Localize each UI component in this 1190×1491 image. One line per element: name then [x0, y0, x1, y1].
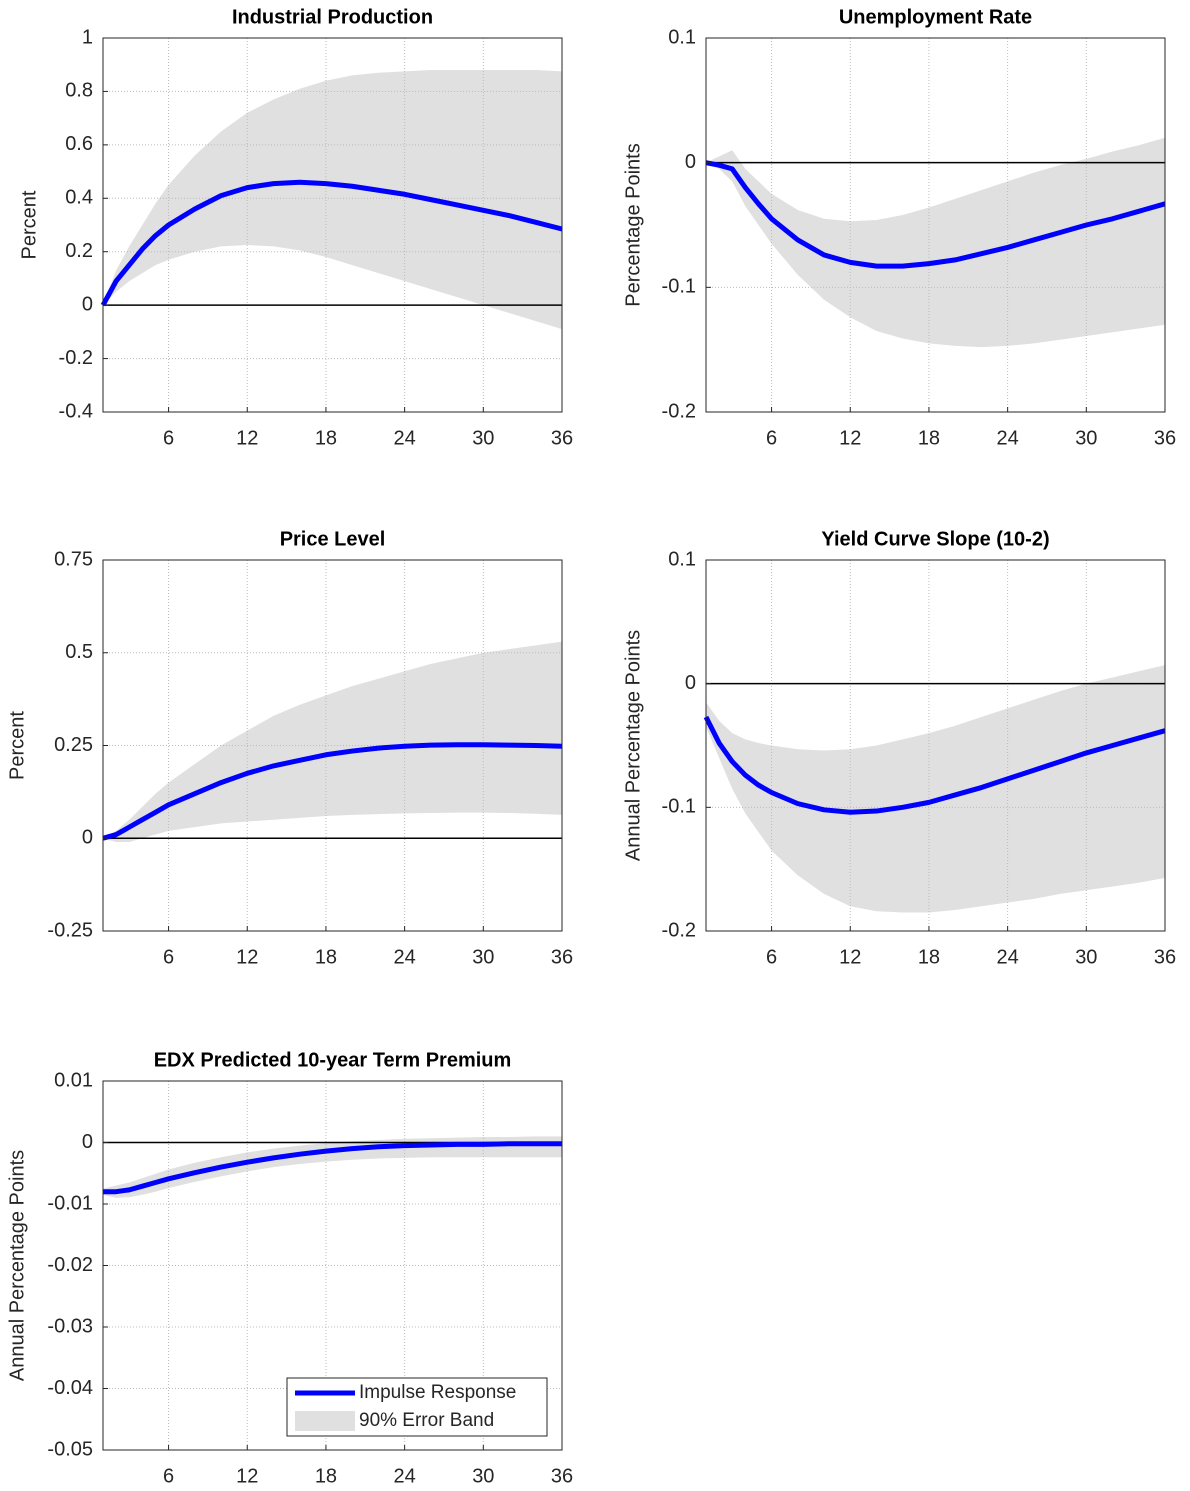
impulse-response-line — [103, 1141, 562, 1195]
chart-title: Price Level — [280, 528, 386, 550]
x-tick-label: 12 — [839, 946, 861, 968]
error-band — [103, 70, 562, 330]
impulse-response-line — [703, 715, 1166, 815]
x-tick-label: 18 — [918, 427, 940, 449]
x-tick-label: 24 — [997, 427, 1019, 449]
x-tick-label: 6 — [163, 427, 174, 449]
x-tick-label: 24 — [394, 1465, 416, 1487]
x-tick-label: 30 — [1075, 427, 1097, 449]
impulse-response-line — [705, 160, 1166, 269]
error-band — [103, 1136, 562, 1198]
y-tick-label: -0.1 — [662, 276, 696, 298]
chart-title: Industrial Production — [232, 6, 433, 28]
x-tick-label: 30 — [472, 427, 494, 449]
x-tick-label: 6 — [766, 946, 777, 968]
x-tick-label: 36 — [551, 1465, 573, 1487]
x-tick-label: 30 — [1075, 946, 1097, 968]
y-tick-label: -0.4 — [59, 400, 93, 422]
axes-frame — [102, 37, 563, 413]
legend-label: 90% Error Band — [359, 1410, 494, 1431]
x-tick-label: 24 — [394, 946, 416, 968]
x-tick-label: 12 — [839, 427, 861, 449]
y-tick-label: 0.1 — [668, 548, 696, 570]
x-tick-label: 24 — [997, 946, 1019, 968]
axes-frame — [705, 37, 1166, 413]
error-band — [706, 665, 1165, 913]
x-tick-label: 6 — [163, 1465, 174, 1487]
y-tick-label: -0.02 — [47, 1254, 93, 1276]
impulse-response-line — [100, 179, 563, 307]
y-axis-label: Annual Percentage Points — [622, 630, 644, 861]
x-tick-label: 12 — [236, 1465, 258, 1487]
y-tick-label: 0 — [82, 1131, 93, 1153]
x-tick-label: 12 — [236, 946, 258, 968]
y-axis-label: Percentage Points — [622, 143, 644, 306]
y-tick-label: 0 — [82, 827, 93, 849]
legend-swatch — [295, 1411, 355, 1431]
y-tick-label: 1 — [82, 26, 93, 48]
x-tick-label: 12 — [236, 427, 258, 449]
x-tick-label: 36 — [551, 427, 573, 449]
chart-title: Yield Curve Slope (10-2) — [821, 528, 1049, 550]
x-tick-label: 18 — [918, 946, 940, 968]
x-tick-label: 36 — [551, 946, 573, 968]
x-tick-label: 30 — [472, 946, 494, 968]
y-tick-label: 0 — [685, 672, 696, 694]
error-band — [706, 137, 1165, 348]
y-tick-label: -0.2 — [662, 400, 696, 422]
y-tick-label: 0.2 — [65, 240, 93, 262]
y-axis-label: Percent — [6, 711, 28, 780]
impulse-response-line — [102, 742, 563, 841]
y-tick-label: 0.1 — [668, 26, 696, 48]
y-tick-label: -0.01 — [47, 1192, 93, 1214]
x-tick-label: 36 — [1154, 946, 1176, 968]
x-tick-label: 30 — [472, 1465, 494, 1487]
x-tick-label: 18 — [315, 946, 337, 968]
y-tick-label: -0.04 — [47, 1377, 93, 1399]
y-tick-label: 0.8 — [65, 80, 93, 102]
y-tick-label: -0.2 — [662, 919, 696, 941]
y-tick-label: 0 — [685, 151, 696, 173]
y-tick-label: -0.1 — [662, 796, 696, 818]
y-tick-label: 0.01 — [54, 1069, 93, 1091]
y-tick-label: 0.5 — [65, 641, 93, 663]
y-tick-label: -0.03 — [47, 1315, 93, 1337]
y-axis-label: Annual Percentage Points — [6, 1150, 28, 1381]
chart-title: EDX Predicted 10-year Term Premium — [154, 1049, 512, 1071]
axes-frame — [705, 559, 1166, 932]
legend-label: Impulse Response — [359, 1382, 516, 1403]
y-tick-label: 0.75 — [54, 548, 93, 570]
x-tick-label: 18 — [315, 1465, 337, 1487]
y-tick-label: 0.4 — [65, 187, 93, 209]
y-tick-label: 0.6 — [65, 133, 93, 155]
y-tick-label: -0.2 — [59, 347, 93, 369]
y-axis-label: Percent — [18, 190, 40, 259]
y-tick-label: 0.25 — [54, 734, 93, 756]
chart-title: Unemployment Rate — [839, 6, 1032, 28]
x-tick-label: 6 — [163, 946, 174, 968]
y-tick-label: -0.25 — [47, 919, 93, 941]
x-tick-label: 36 — [1154, 427, 1176, 449]
x-tick-label: 6 — [766, 427, 777, 449]
y-tick-label: 0 — [82, 293, 93, 315]
error-band — [103, 641, 562, 842]
y-tick-label: -0.05 — [47, 1438, 93, 1460]
x-tick-label: 18 — [315, 427, 337, 449]
x-tick-label: 24 — [394, 427, 416, 449]
